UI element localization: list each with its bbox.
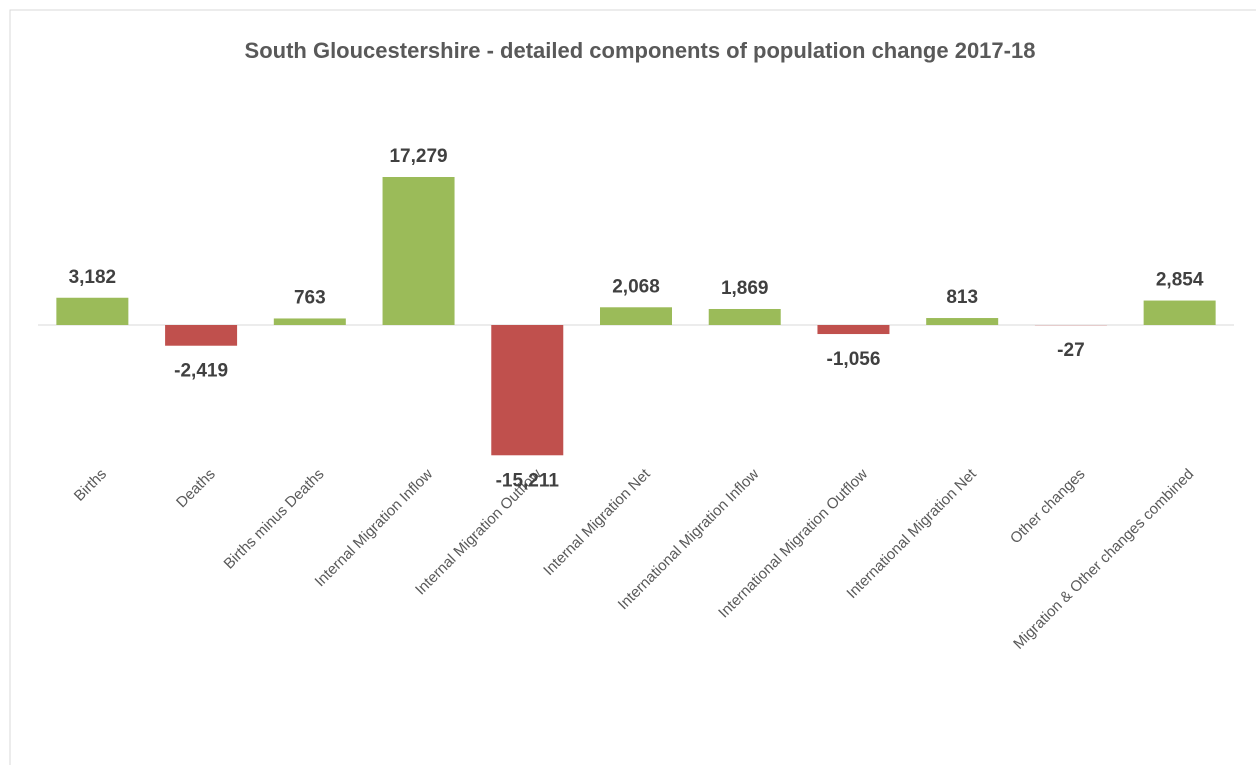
x-tick-label: Other changes <box>1007 466 1089 548</box>
value-label: -1,056 <box>827 349 881 370</box>
chart-frame <box>9 9 1256 765</box>
x-tick-label: Births <box>71 466 110 505</box>
bar <box>708 308 781 325</box>
x-tick-label: Deaths <box>173 466 219 512</box>
bar <box>600 307 672 325</box>
value-label: 763 <box>294 287 326 308</box>
value-label: 17,279 <box>389 146 447 167</box>
bar <box>165 325 238 346</box>
value-label: 2,854 <box>1156 270 1204 291</box>
chart-title: South Gloucestershire - detailed compone… <box>245 38 1036 63</box>
bar <box>926 318 999 325</box>
value-label: 2,068 <box>612 276 660 297</box>
x-tick-label: Internal Migration Inflow <box>312 466 437 591</box>
bar <box>273 318 346 325</box>
x-tick-label: Births minus Deaths <box>221 466 328 573</box>
bar <box>817 325 890 335</box>
bar <box>56 297 129 325</box>
value-label: -2,419 <box>174 361 228 382</box>
value-label: -15,211 <box>496 470 560 491</box>
bar <box>1143 300 1216 325</box>
value-label: 1,869 <box>721 278 769 299</box>
value-label: 3,182 <box>69 267 117 288</box>
bar <box>382 177 455 325</box>
bar <box>491 325 564 456</box>
value-label: -27 <box>1057 340 1084 361</box>
x-tick-label: International Migration Net <box>843 465 980 602</box>
value-label: 813 <box>946 287 978 308</box>
x-tick-label: Migration & Other changes combined <box>1010 466 1197 653</box>
